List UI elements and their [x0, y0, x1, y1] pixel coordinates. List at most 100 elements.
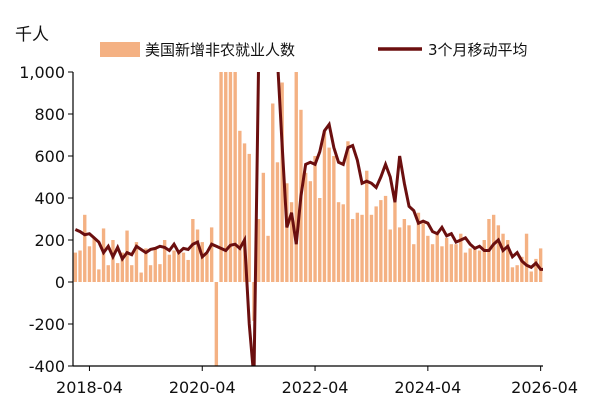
- bar: [412, 244, 416, 282]
- bar: [581, 276, 584, 282]
- bar: [336, 202, 341, 282]
- bar: [538, 248, 543, 282]
- bar: [101, 228, 106, 282]
- bar: [308, 181, 313, 282]
- legend: 美国新增非农就业人数 3个月移动平均: [100, 41, 528, 59]
- y-axis-label: 千人: [15, 25, 49, 45]
- bar: [379, 200, 383, 282]
- bar: [130, 265, 134, 282]
- bar: [238, 130, 242, 282]
- bar: [332, 156, 336, 282]
- bar: [520, 256, 524, 282]
- bar: [303, 172, 308, 282]
- bar: [572, 267, 575, 282]
- bar: [224, 72, 228, 282]
- bar: [459, 233, 463, 282]
- bar: [435, 231, 439, 282]
- bar: [440, 246, 444, 282]
- bar: [280, 82, 284, 282]
- bar: [78, 250, 82, 282]
- bar: [374, 206, 378, 282]
- bar: [477, 250, 482, 282]
- bar: [529, 271, 533, 282]
- bar: [402, 219, 407, 282]
- bar: [120, 252, 125, 282]
- bar: [318, 198, 322, 282]
- legend-bar-label: 美国新增非农就业人数: [145, 41, 295, 59]
- bar: [454, 244, 458, 282]
- bar: [177, 251, 181, 282]
- legend-line-label: 3个月移动平均: [428, 41, 528, 59]
- bar: [567, 278, 570, 282]
- bar: [393, 202, 397, 282]
- bar: [92, 237, 96, 282]
- bar: [496, 225, 501, 282]
- bar: [153, 248, 157, 282]
- x-tick-label: 2026-04: [511, 378, 578, 397]
- bar: [365, 170, 369, 282]
- bar: [473, 246, 477, 282]
- bar: [271, 103, 275, 282]
- bar: [468, 248, 472, 282]
- bar: [115, 263, 120, 282]
- y-tick-label: 0: [55, 273, 65, 292]
- x-tick-label: 2020-04: [169, 378, 236, 397]
- bar: [355, 212, 360, 282]
- bar: [162, 240, 167, 282]
- bar: [595, 257, 598, 282]
- bar: [195, 229, 200, 282]
- bar: [558, 265, 561, 282]
- bar: [219, 72, 223, 282]
- bar: [416, 212, 421, 282]
- bar: [214, 282, 219, 366]
- bar: [397, 227, 402, 282]
- bar: [205, 253, 209, 282]
- bar: [167, 254, 172, 282]
- y-tick-label: 600: [34, 147, 65, 166]
- y-tick-label: 1,000: [19, 63, 65, 82]
- bar: [482, 240, 486, 282]
- bar: [289, 202, 294, 282]
- bar: [388, 229, 392, 282]
- bar: [463, 252, 468, 282]
- bar: [261, 172, 266, 282]
- bar: [233, 72, 237, 282]
- bar: [172, 250, 176, 282]
- bar: [350, 219, 355, 282]
- bar: [256, 219, 261, 282]
- bar: [544, 272, 547, 283]
- bar: [383, 195, 388, 282]
- y-tick-label: -400: [29, 357, 65, 376]
- bar: [360, 214, 364, 282]
- axes: 1,000 800 600 400 200 0 -200 -400 2018-04 2020-0…: [19, 63, 578, 397]
- bar: [106, 265, 110, 282]
- bar: [426, 235, 430, 282]
- bar: [327, 147, 331, 282]
- bar: [346, 141, 350, 282]
- line-series-group: [74, 72, 543, 366]
- bar: [266, 235, 270, 282]
- bar: [285, 183, 289, 282]
- bar: [506, 240, 510, 282]
- bar: [200, 242, 204, 282]
- bar: [144, 248, 148, 282]
- bar: [158, 264, 162, 282]
- bar: [275, 162, 280, 282]
- bar: [191, 219, 195, 282]
- bar: [228, 72, 233, 282]
- bar: [209, 227, 214, 282]
- bar: [148, 265, 153, 282]
- moving-average-line: [74, 72, 543, 366]
- bar: [562, 263, 565, 282]
- bar: [97, 269, 101, 282]
- bar: [548, 236, 551, 282]
- bar: [491, 214, 496, 282]
- bar: [247, 153, 251, 282]
- bar: [510, 267, 515, 282]
- y-tick-label: 200: [34, 231, 65, 250]
- y-ticks: 1,000 800 600 400 200 0 -200 -400: [19, 63, 73, 376]
- bar: [430, 244, 435, 282]
- bar-series: [73, 72, 598, 366]
- bar: [341, 204, 345, 282]
- y-tick-label: 800: [34, 105, 65, 124]
